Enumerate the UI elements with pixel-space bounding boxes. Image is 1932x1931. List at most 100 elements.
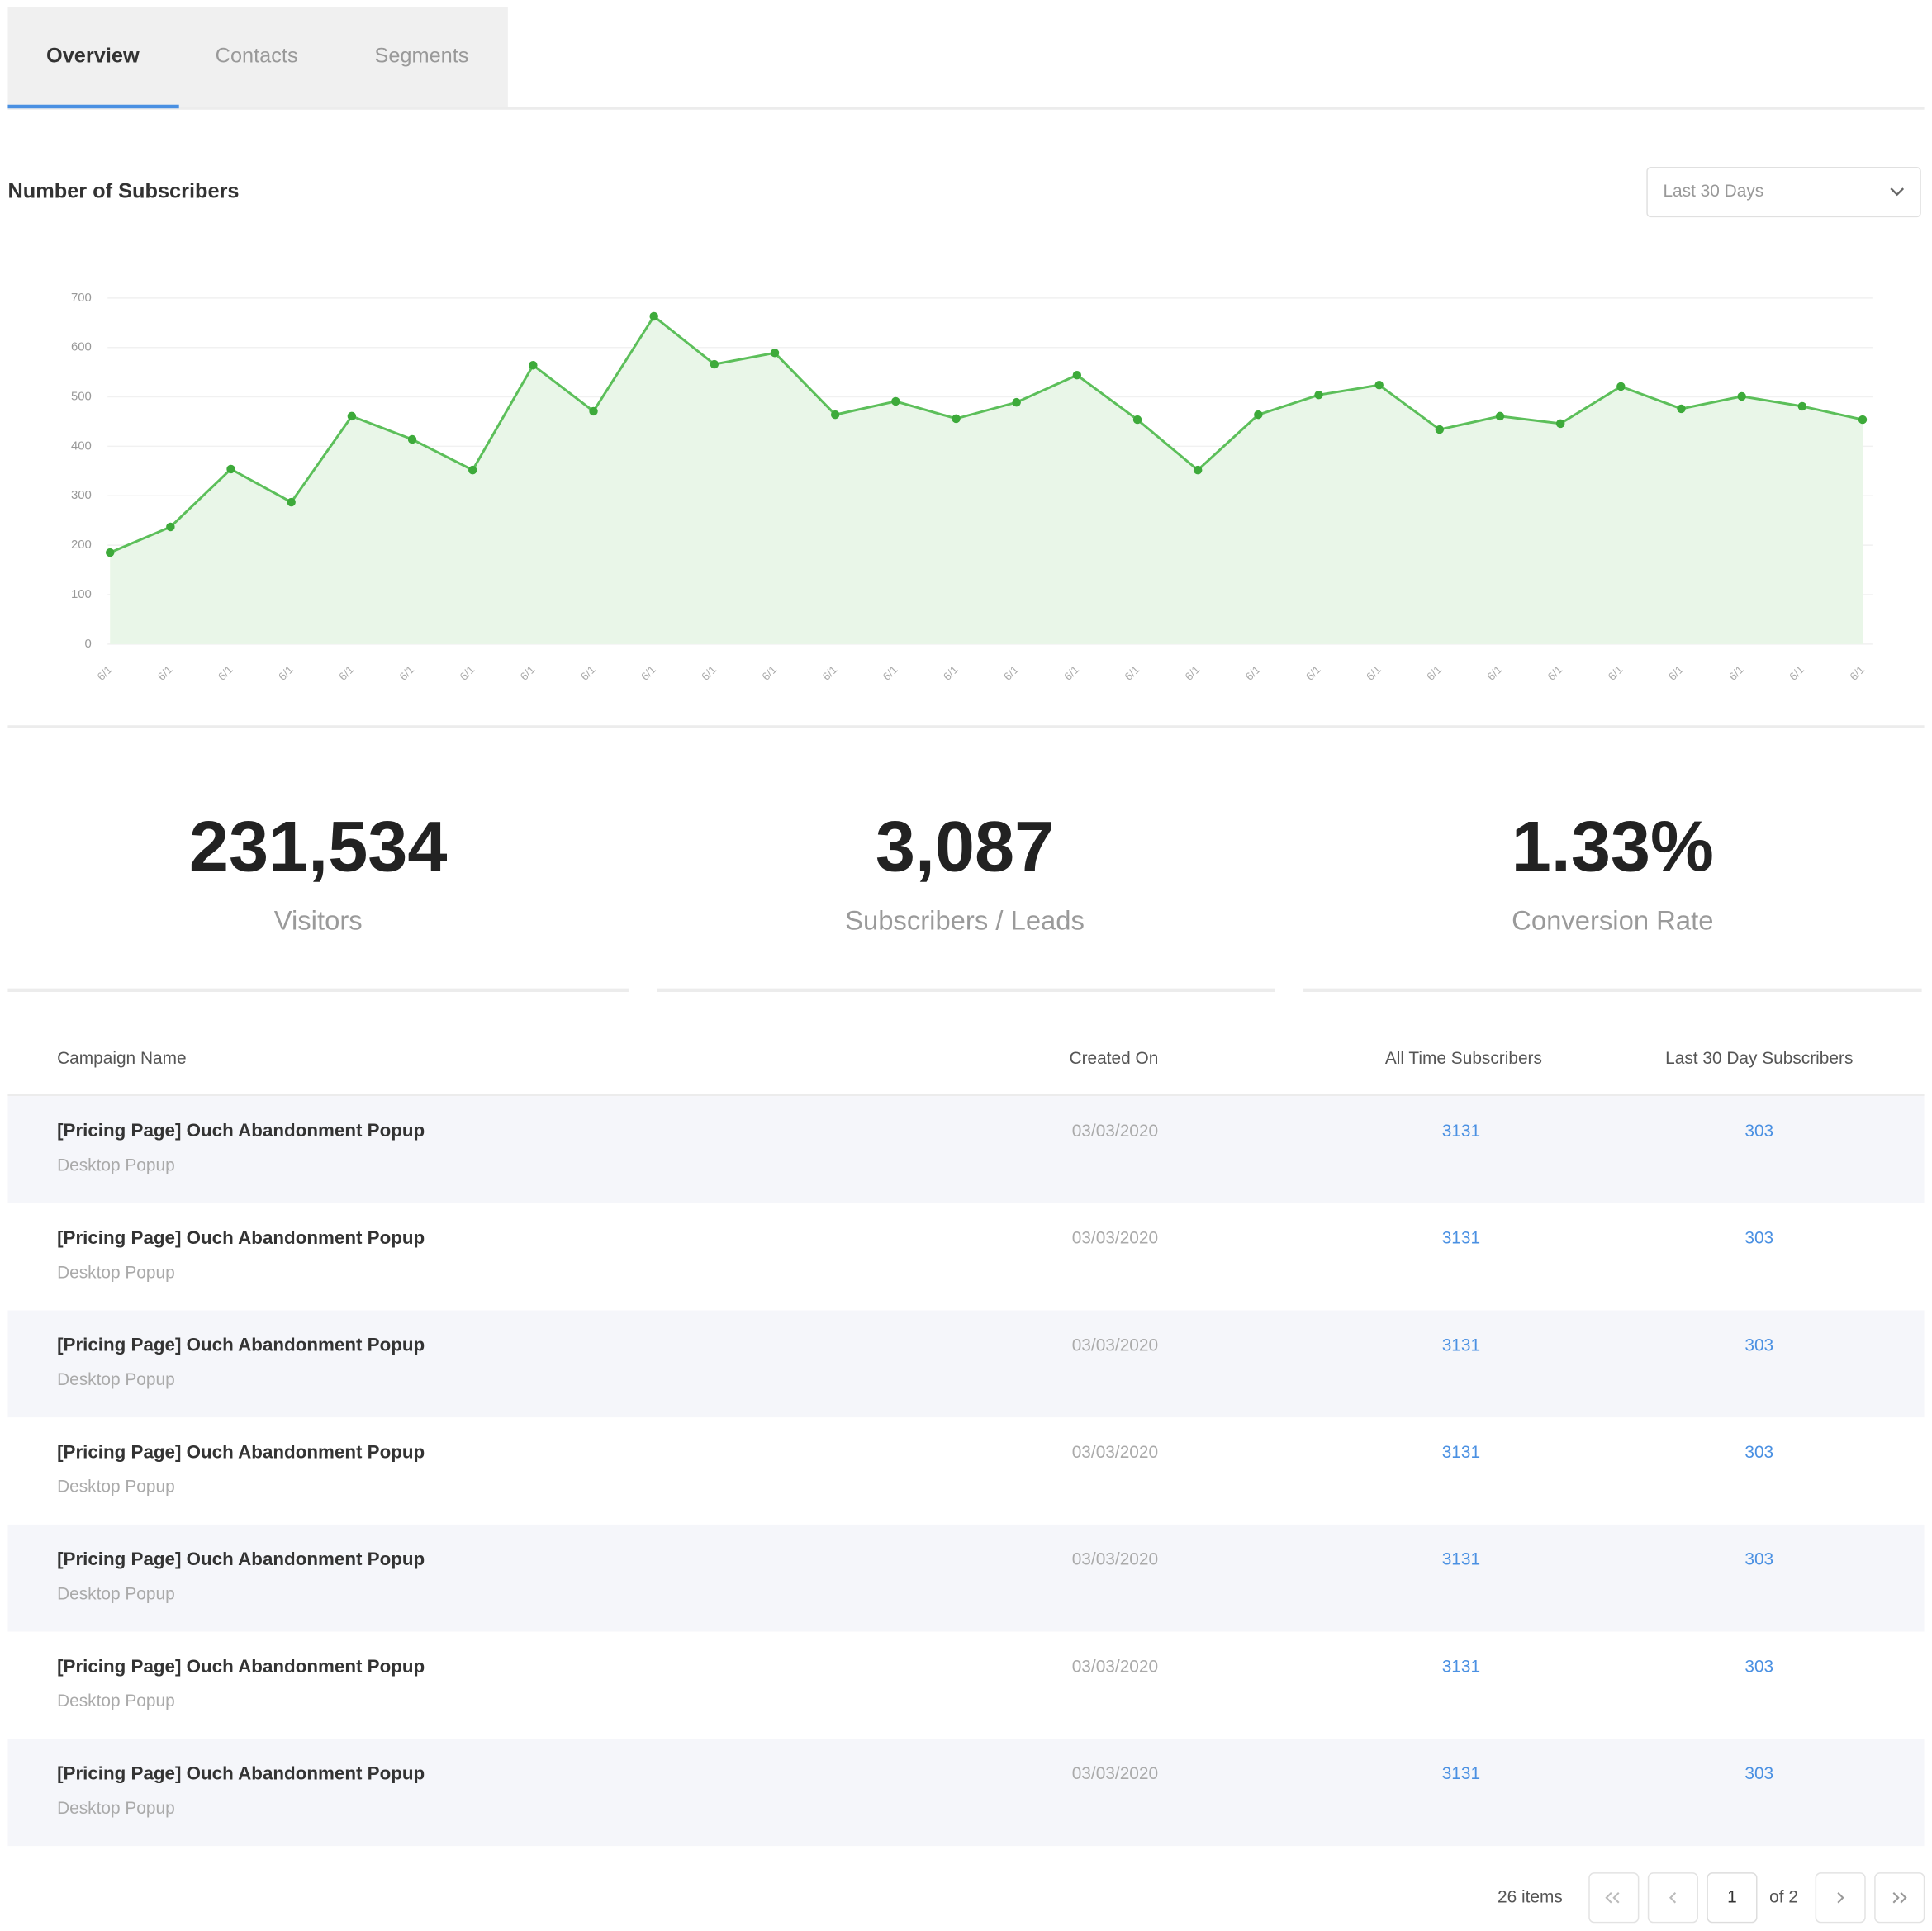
campaign-name[interactable]: [Pricing Page] Ouch Abandonment Popup: [57, 1763, 425, 1784]
campaign-type: Desktop Popup: [57, 1691, 175, 1710]
point: [166, 522, 175, 532]
tab-bar: [7, 7, 508, 109]
column-header: Campaign Name: [57, 1049, 187, 1068]
row-background: [7, 1096, 1925, 1203]
created-on: 03/03/2020: [1072, 1122, 1158, 1141]
last-30-day-subscribers[interactable]: 303: [1744, 1336, 1773, 1355]
table-row[interactable]: [Pricing Page] Ouch Abandonment Popup Des…: [7, 1524, 1925, 1632]
last-30-day-subscribers[interactable]: 303: [1744, 1550, 1773, 1569]
point: [1677, 404, 1686, 414]
stat-label: Visitors: [274, 904, 363, 935]
x-tick-label: 6/1: [941, 663, 961, 683]
row-background: [7, 1631, 1925, 1739]
point: [1495, 411, 1505, 421]
range-dropdown[interactable]: Last 30 Days: [1646, 167, 1921, 218]
last-30-day-subscribers[interactable]: 303: [1744, 1443, 1773, 1462]
x-tick-label: 6/1: [1606, 663, 1626, 683]
campaign-name[interactable]: [Pricing Page] Ouch Abandonment Popup: [57, 1227, 425, 1248]
point: [1193, 465, 1203, 475]
table-row[interactable]: [Pricing Page] Ouch Abandonment Popup Des…: [7, 1739, 1925, 1847]
icon: [1669, 1892, 1677, 1904]
point: [649, 311, 658, 321]
x-tick-label: 6/1: [1243, 663, 1263, 683]
table-row[interactable]: [Pricing Page] Ouch Abandonment Popup Des…: [7, 1310, 1925, 1418]
point: [1314, 390, 1323, 400]
icon: [1605, 1892, 1612, 1904]
last-30-day-subscribers[interactable]: 303: [1744, 1122, 1773, 1141]
icon: [1612, 1892, 1620, 1904]
tab[interactable]: Overview: [46, 44, 140, 67]
campaign-name[interactable]: [Pricing Page] Ouch Abandonment Popup: [57, 1441, 425, 1462]
campaign-name[interactable]: [Pricing Page] Ouch Abandonment Popup: [57, 1656, 425, 1677]
created-on: 03/03/2020: [1072, 1550, 1158, 1569]
dropdown-chevron: [1890, 187, 1905, 197]
stat-value: 231,534: [189, 808, 448, 887]
icon: [1900, 1892, 1907, 1904]
stat-card: [7, 738, 629, 989]
campaign-name[interactable]: [Pricing Page] Ouch Abandonment Popup: [57, 1549, 425, 1569]
x-tick-label: 6/1: [155, 663, 175, 683]
line: [109, 314, 1863, 554]
next-page-button[interactable]: [1815, 1872, 1866, 1924]
campaign-type: Desktop Popup: [57, 1799, 175, 1818]
table-row[interactable]: [Pricing Page] Ouch Abandonment Popup Des…: [7, 1417, 1925, 1525]
all-time-subscribers[interactable]: 3131: [1442, 1229, 1480, 1248]
point: [891, 396, 900, 406]
point: [1072, 370, 1082, 380]
current-page[interactable]: 1: [1727, 1887, 1737, 1906]
y-tick-label: 500: [71, 390, 92, 403]
all-time-subscribers[interactable]: 3131: [1442, 1443, 1480, 1462]
column-header: Created On: [1070, 1049, 1159, 1068]
row-background: [7, 1739, 1925, 1847]
point: [830, 410, 840, 420]
x-tick-label: 6/1: [820, 663, 840, 683]
all-time-subscribers[interactable]: 3131: [1442, 1657, 1480, 1676]
x-tick-label: 6/1: [1787, 663, 1806, 683]
prev-page-button[interactable]: [1647, 1872, 1698, 1924]
last-30-day-subscribers[interactable]: 303: [1744, 1229, 1773, 1248]
table-row[interactable]: [Pricing Page] Ouch Abandonment Popup Des…: [7, 1203, 1925, 1311]
point: [710, 359, 719, 369]
last-30-day-subscribers[interactable]: 303: [1744, 1657, 1773, 1676]
x-tick-label: 6/1: [578, 663, 598, 683]
chart-title: Number of Subscribers: [7, 179, 239, 202]
all-time-subscribers[interactable]: 3131: [1442, 1122, 1480, 1141]
campaign-type: Desktop Popup: [57, 1584, 175, 1603]
campaign-name[interactable]: [Pricing Page] Ouch Abandonment Popup: [57, 1335, 425, 1355]
row-background: [7, 1417, 1925, 1525]
dropdown-label[interactable]: Last 30 Days: [1663, 182, 1763, 201]
campaign-name[interactable]: [Pricing Page] Ouch Abandonment Popup: [57, 1120, 425, 1141]
created-on: 03/03/2020: [1072, 1443, 1158, 1462]
x-tick-label: 6/1: [216, 663, 235, 683]
campaign-type: Desktop Popup: [57, 1478, 175, 1497]
campaign-type: Desktop Popup: [57, 1370, 175, 1389]
y-tick-label: 300: [71, 489, 92, 502]
point: [226, 464, 235, 474]
tab[interactable]: Contacts: [216, 44, 298, 67]
last-30-day-subscribers[interactable]: 303: [1744, 1764, 1773, 1783]
all-time-subscribers[interactable]: 3131: [1442, 1336, 1480, 1355]
x-tick-label: 6/1: [396, 663, 416, 683]
stat-value: 3,087: [876, 808, 1054, 887]
table-row[interactable]: [Pricing Page] Ouch Abandonment Popup Des…: [7, 1096, 1925, 1203]
tab[interactable]: Segments: [374, 44, 468, 67]
point: [529, 361, 538, 370]
page-input[interactable]: [1707, 1872, 1758, 1924]
point: [952, 414, 961, 424]
x-tick-label: 6/1: [276, 663, 296, 683]
last-page-button[interactable]: [1874, 1872, 1925, 1924]
row-background: [7, 1203, 1925, 1311]
all-time-subscribers[interactable]: 3131: [1442, 1764, 1480, 1783]
point: [1132, 415, 1142, 425]
stat-value: 1.33%: [1512, 808, 1714, 887]
all-time-subscribers[interactable]: 3131: [1442, 1550, 1480, 1569]
dropdown-box[interactable]: [1646, 167, 1921, 218]
created-on: 03/03/2020: [1072, 1657, 1158, 1676]
x-tick-label: 6/1: [336, 663, 356, 683]
column-header: All Time Subscribers: [1385, 1049, 1542, 1068]
chart: 0 100 200 300 400 500 600 700 6/1 6/1 6/1 6/1 6/1 6/1…: [71, 292, 1873, 683]
x-tick-label: 6/1: [1666, 663, 1686, 683]
x-tick-label: 6/1: [1122, 663, 1142, 683]
table-row[interactable]: [Pricing Page] Ouch Abandonment Popup Des…: [7, 1631, 1925, 1739]
point: [1012, 397, 1021, 407]
